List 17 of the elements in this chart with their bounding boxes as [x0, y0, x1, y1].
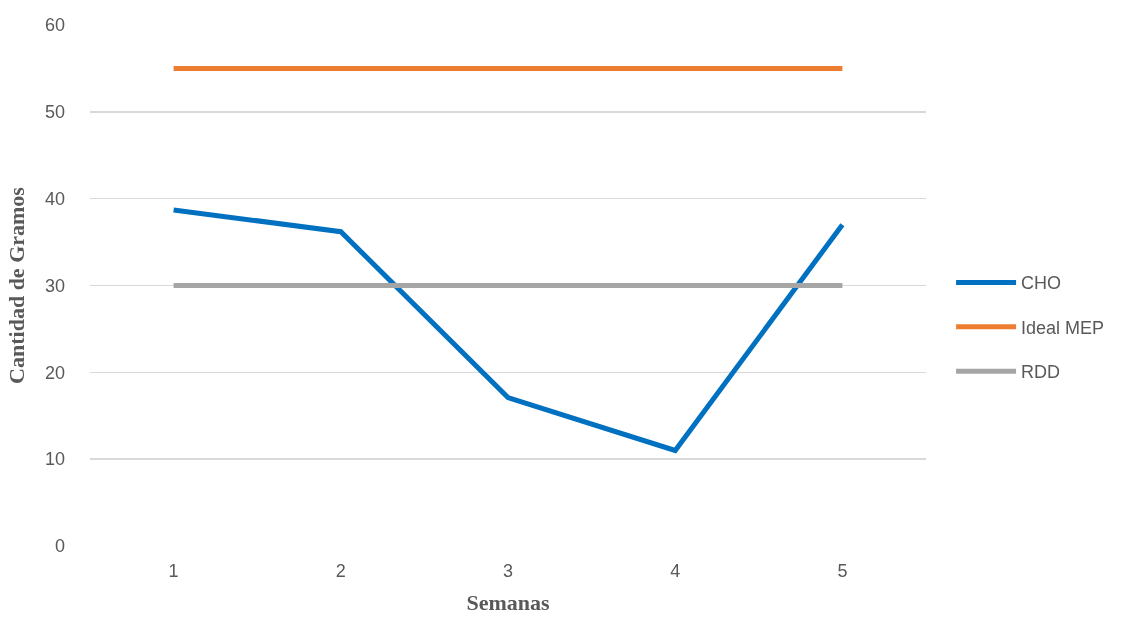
y-axis-title: Cantidad de Gramos: [3, 186, 29, 384]
y-tick-label: 60: [44, 15, 65, 36]
x-axis-title: Semanas: [466, 589, 550, 615]
x-tick-label: 4: [670, 561, 681, 581]
legend-label: RDD: [1021, 362, 1061, 383]
x-tick-label: 3: [502, 561, 514, 581]
x-tick-label: 5: [837, 561, 848, 581]
x-tick-label: 1: [168, 561, 179, 581]
y-tick-label: 10: [44, 449, 65, 470]
y-tick-label: 20: [44, 362, 65, 383]
legend-label: Ideal MEP: [1021, 317, 1105, 338]
y-tick-label: 40: [44, 188, 65, 209]
legend-label: CHO: [1021, 273, 1062, 294]
y-tick-label: 0: [54, 536, 65, 557]
y-tick-label: 30: [44, 275, 65, 296]
x-tick-label: 2: [335, 561, 346, 581]
y-tick-label: 50: [44, 102, 65, 123]
